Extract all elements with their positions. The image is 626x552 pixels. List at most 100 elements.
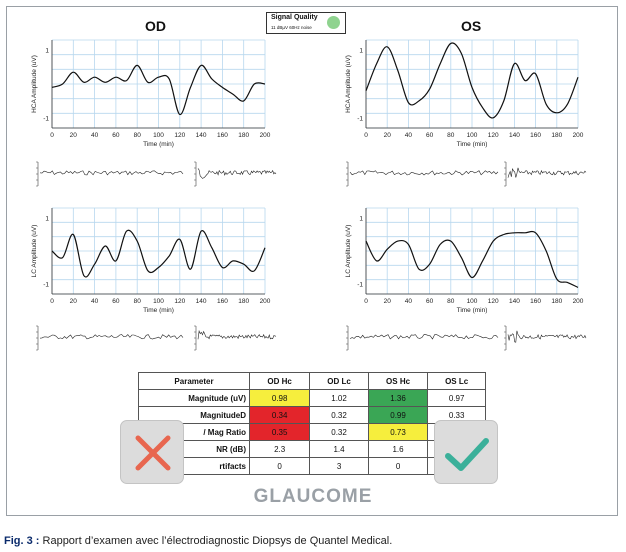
raw-trace-line bbox=[507, 330, 587, 343]
table-cell: 0.99 bbox=[367, 406, 429, 424]
x-axis-label: Time (min) bbox=[143, 307, 174, 314]
x-tick-label: 80 bbox=[134, 132, 142, 139]
x-tick-label: 20 bbox=[384, 298, 392, 305]
x-tick-label: 0 bbox=[364, 132, 368, 139]
y-tick-label: 1 bbox=[45, 215, 49, 222]
table-cell: 0.32 bbox=[309, 423, 369, 441]
x-tick-label: 120 bbox=[174, 298, 185, 305]
od-title: OD bbox=[145, 18, 166, 34]
table-cell: 0.98 bbox=[248, 389, 311, 407]
y-tick-label: -1 bbox=[357, 115, 363, 122]
x-tick-label: 60 bbox=[426, 132, 434, 139]
signal-quality-title: Signal Quality bbox=[271, 14, 318, 21]
raw-trace-line bbox=[39, 170, 184, 176]
x-tick-label: 40 bbox=[405, 132, 413, 139]
x-tick-label: 60 bbox=[112, 298, 120, 305]
table-cell: 1.4 bbox=[309, 440, 369, 458]
x-tick-label: 160 bbox=[530, 132, 541, 139]
x-tick-label: 180 bbox=[551, 132, 562, 139]
y-axis-label: LC Amplitude (uV) bbox=[345, 225, 352, 278]
raw-trace-line bbox=[197, 168, 277, 179]
y-tick-label: -1 bbox=[43, 115, 49, 122]
table-cell: 0.32 bbox=[309, 406, 369, 424]
raw-trace-line bbox=[349, 170, 499, 176]
x-tick-label: 20 bbox=[70, 132, 78, 139]
row-label: Magnitude (uV) bbox=[138, 389, 250, 407]
x-tick-label: 140 bbox=[196, 298, 207, 305]
table-cell: 0.34 bbox=[248, 406, 311, 424]
x-tick-label: 140 bbox=[509, 298, 520, 305]
table-row: Magnitude (uV) 0.98 1.02 1.36 0.97 bbox=[138, 389, 486, 407]
x-tick-label: 180 bbox=[238, 298, 249, 305]
y-tick-label: 1 bbox=[359, 48, 363, 55]
x-tick-label: 200 bbox=[573, 132, 584, 139]
x-axis-label: Time (min) bbox=[457, 307, 488, 314]
table-header-row: Parameter OD Hc OD Lc OS Hc OS Lc bbox=[138, 372, 486, 390]
checkmark-icon bbox=[434, 420, 498, 484]
x-tick-label: 100 bbox=[153, 132, 164, 139]
x-tick-label: 180 bbox=[551, 298, 562, 305]
x-tick-label: 180 bbox=[238, 132, 249, 139]
table-cell: 0.35 bbox=[248, 423, 311, 441]
x-tick-label: 200 bbox=[260, 298, 271, 305]
x-tick-label: 160 bbox=[217, 298, 228, 305]
x-tick-label: 80 bbox=[134, 298, 142, 305]
x-tick-label: 100 bbox=[467, 298, 478, 305]
x-tick-label: 160 bbox=[217, 132, 228, 139]
x-tick-label: 40 bbox=[91, 298, 99, 305]
x-tick-label: 40 bbox=[91, 132, 99, 139]
table-cell: 0 bbox=[367, 457, 429, 475]
series-line bbox=[365, 230, 579, 288]
x-axis-label: Time (min) bbox=[457, 141, 488, 148]
raw-trace-line bbox=[349, 334, 499, 340]
y-tick-label: 1 bbox=[45, 48, 49, 55]
x-tick-label: 60 bbox=[426, 298, 434, 305]
table-header: Parameter bbox=[138, 372, 250, 390]
figure-caption: Fig. 3 : Rapport d’examen avec l’électro… bbox=[4, 535, 392, 547]
x-tick-label: 200 bbox=[260, 132, 271, 139]
x-tick-label: 0 bbox=[50, 298, 54, 305]
caption-text: Rapport d’examen avec l’électrodiagnosti… bbox=[39, 535, 393, 547]
y-tick-label: 1 bbox=[359, 215, 363, 222]
raw-trace-line bbox=[197, 329, 277, 340]
x-tick-label: 80 bbox=[447, 298, 455, 305]
caption-label: Fig. 3 : bbox=[4, 535, 40, 547]
signal-quality-box: Signal Quality 11 dBµV 60Hz noise bbox=[266, 12, 346, 34]
x-tick-label: 140 bbox=[509, 132, 520, 139]
x-tick-label: 100 bbox=[153, 298, 164, 305]
table-header: OD Hc bbox=[248, 372, 311, 390]
table-cell: 0.97 bbox=[427, 389, 486, 407]
y-axis-label: LC Amplitude (uV) bbox=[31, 225, 38, 278]
y-tick-label: -1 bbox=[357, 282, 363, 289]
table-cell: 0 bbox=[248, 457, 311, 475]
table-header: OS Lc bbox=[427, 372, 486, 390]
raw-trace-line bbox=[507, 167, 587, 178]
signal-quality-indicator-icon bbox=[327, 16, 340, 29]
x-tick-label: 140 bbox=[196, 132, 207, 139]
table-cell: 0.73 bbox=[367, 423, 429, 441]
table-cell: 2.3 bbox=[248, 440, 311, 458]
series-line bbox=[51, 229, 266, 278]
diagnosis-verdict: GLAUCOME bbox=[253, 486, 373, 507]
x-tick-label: 0 bbox=[364, 298, 368, 305]
series-line bbox=[365, 42, 579, 119]
x-tick-label: 120 bbox=[174, 132, 185, 139]
table-row: MagnitudeD 0.34 0.32 0.99 0.33 bbox=[138, 406, 486, 424]
series-line bbox=[51, 64, 266, 116]
report-frame bbox=[6, 6, 618, 516]
x-tick-label: 120 bbox=[488, 132, 499, 139]
table-cell: 3 bbox=[309, 457, 369, 475]
x-tick-label: 100 bbox=[467, 132, 478, 139]
x-tick-label: 0 bbox=[50, 132, 54, 139]
y-axis-label: HCA Amplitude (uV) bbox=[345, 55, 352, 113]
table-cell: 1.36 bbox=[367, 389, 429, 407]
table-cell: 1.02 bbox=[309, 389, 369, 407]
x-tick-label: 20 bbox=[384, 132, 392, 139]
x-tick-label: 80 bbox=[447, 132, 455, 139]
x-tick-label: 120 bbox=[488, 298, 499, 305]
x-tick-label: 40 bbox=[405, 298, 413, 305]
x-tick-label: 20 bbox=[70, 298, 78, 305]
raw-trace-line bbox=[39, 334, 184, 340]
x-axis-label: Time (min) bbox=[143, 141, 174, 148]
